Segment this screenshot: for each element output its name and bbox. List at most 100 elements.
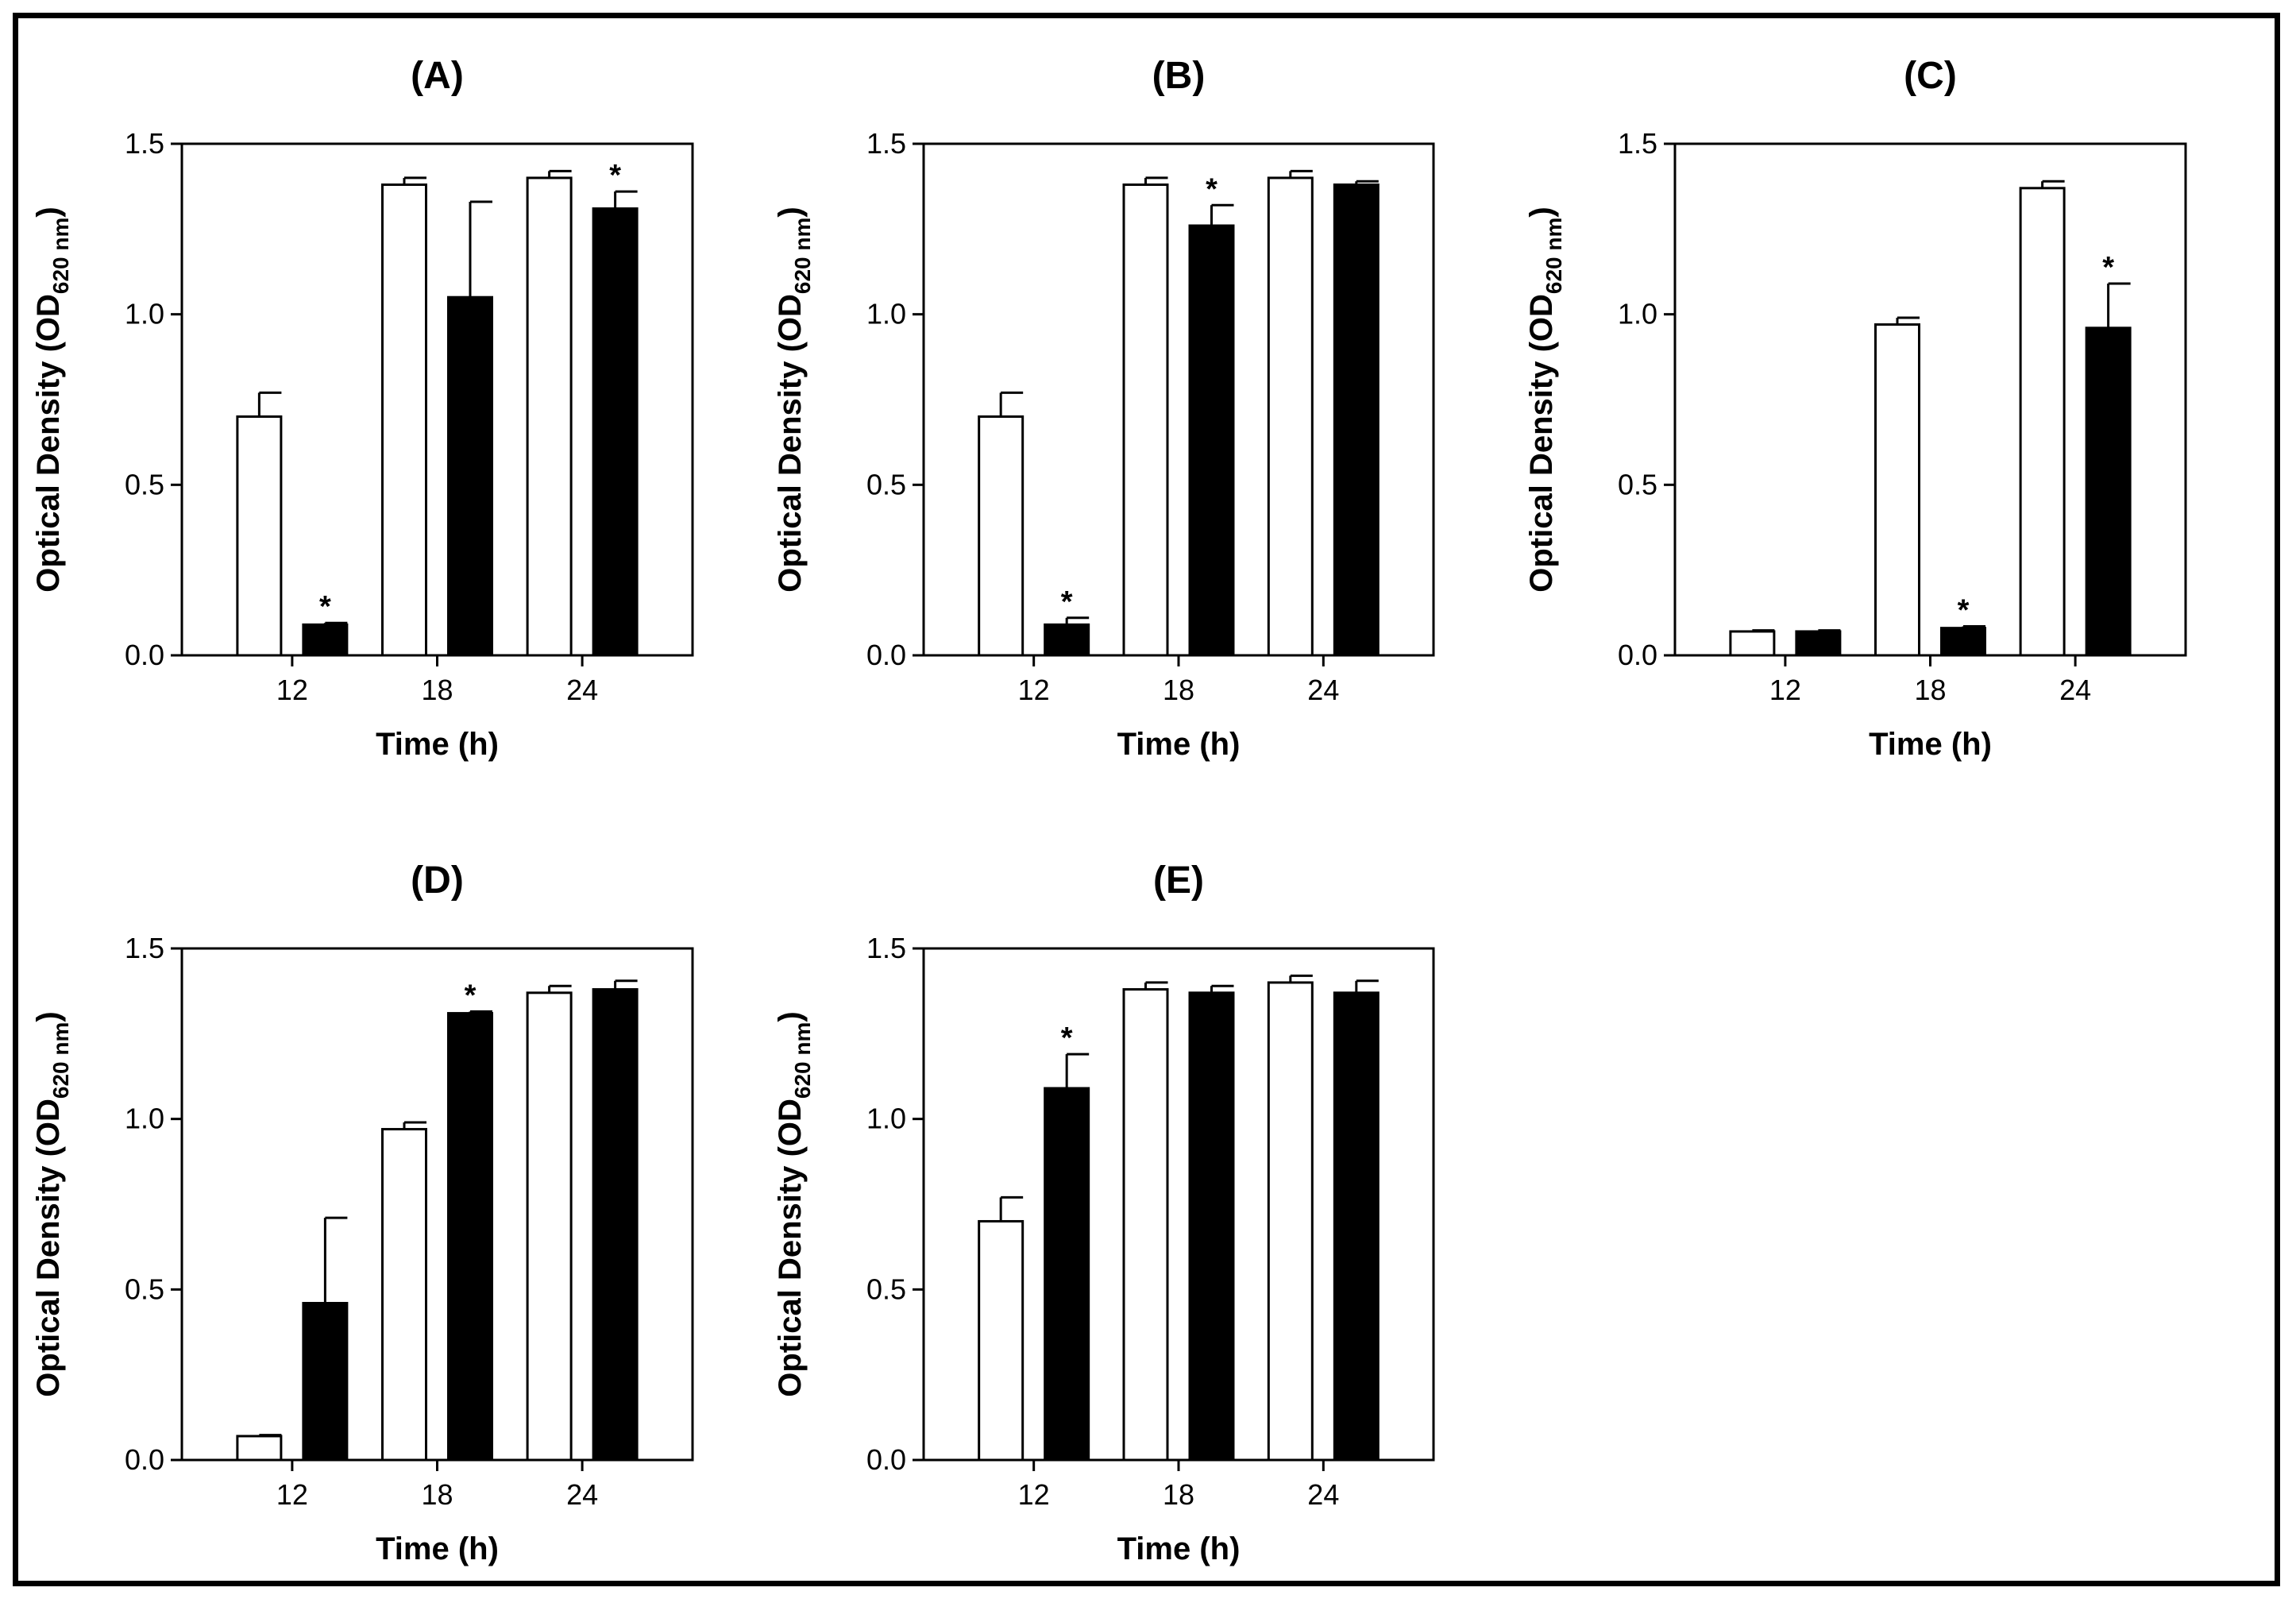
bar-filled (302, 1302, 349, 1462)
x-axis-label: Time (h) (376, 727, 499, 762)
y-tick-label: 0.5 (866, 1273, 906, 1305)
y-tick-label: 1.0 (125, 1103, 164, 1135)
y-axis-label: Optical Density (OD620 nm) (1524, 207, 1566, 592)
y-axis-label: Optical Density (OD620 nm) (31, 1011, 73, 1396)
bar-open (236, 1435, 283, 1462)
bar-open (1122, 183, 1169, 657)
bar-filled (1044, 1087, 1090, 1462)
x-tick-label: 12 (276, 1478, 308, 1511)
y-tick-label: 0.0 (866, 639, 906, 671)
x-tick-label: 18 (421, 1478, 453, 1511)
bar-open (236, 415, 283, 657)
chart-panel-4: (D) 0.0 0.5 1.0 1.5 12 18 * 24 Time (h) Optical De… (31, 859, 694, 1566)
y-tick-label: 1.0 (1618, 298, 1657, 330)
bar-open (1122, 988, 1169, 1462)
x-tick-label: 24 (566, 674, 598, 706)
bar-open (1729, 630, 1776, 657)
x-axis-label: Time (h) (376, 1531, 499, 1566)
y-axis-label-subscript: 620 nm (790, 218, 815, 295)
y-axis-label-close: ) (773, 1011, 808, 1022)
y-tick-label: 1.5 (125, 127, 164, 160)
x-tick-label: 12 (1018, 674, 1050, 706)
x-tick-label: 24 (1307, 674, 1339, 706)
y-tick-label: 0.0 (125, 1443, 164, 1476)
y-tick-label: 0.0 (1618, 639, 1657, 671)
x-tick-label: 18 (1163, 1478, 1194, 1511)
y-axis-label-subscript: 620 nm (48, 1022, 73, 1099)
bar-open (1874, 323, 1920, 657)
y-axis-label-subscript: 620 nm (790, 1022, 815, 1099)
y-tick-label: 0.0 (125, 639, 164, 671)
x-axis-label: Time (h) (1117, 1531, 1241, 1566)
y-axis-label-close: ) (773, 207, 808, 217)
x-tick-label: 12 (1018, 1478, 1050, 1511)
bar-filled (447, 295, 493, 657)
y-tick-label: 1.0 (866, 1103, 906, 1135)
bar-filled (2085, 326, 2132, 657)
y-axis-label: Optical Density (OD620 nm) (773, 207, 815, 592)
bar-filled (592, 207, 639, 657)
chart-title: (D) (411, 859, 464, 902)
y-tick-label: 1.5 (866, 932, 906, 964)
bar-filled (447, 1012, 493, 1462)
y-axis-label-subscript: 620 nm (1542, 218, 1566, 295)
bar-open (978, 415, 1025, 657)
bar-open (978, 1219, 1025, 1462)
bar-filled (1044, 623, 1090, 657)
y-axis-label-main: Optical Density (OD (773, 1099, 808, 1397)
bar-open (526, 176, 573, 657)
chart-panel-2: (B) 0.0 0.5 1.0 1.5 12 * 18 * 24 Time (h) Optical D… (773, 55, 1435, 762)
bar-open (1267, 176, 1314, 657)
y-axis-label-close: ) (31, 207, 66, 217)
bar-filled (1795, 630, 1842, 657)
y-tick-label: 1.0 (866, 298, 906, 330)
chart-title: (C) (1904, 55, 1957, 97)
chart-panel-5: (E) 0.0 0.5 1.0 1.5 12 * 18 24 Time (h) Optical De… (773, 859, 1435, 1566)
bar-open (381, 183, 427, 657)
bar-open (381, 1128, 427, 1462)
y-tick-label: 1.5 (866, 127, 906, 160)
chart-title: (A) (411, 55, 464, 97)
bar-filled (1333, 991, 1380, 1462)
chart-title: (B) (1152, 55, 1206, 97)
y-axis-label: Optical Density (OD620 nm) (31, 207, 73, 592)
bar-filled (1188, 991, 1235, 1462)
bar-open (1267, 981, 1314, 1462)
y-tick-label: 1.5 (1618, 127, 1657, 160)
significance-star: * (2102, 251, 2114, 284)
significance-star: * (465, 979, 477, 1012)
y-axis-label-subscript: 620 nm (48, 218, 73, 295)
y-tick-label: 0.5 (1618, 468, 1657, 500)
chart-panel-3: (C) 0.0 0.5 1.0 1.5 12 18 * 24 * Time (h) Optical D… (1524, 55, 2187, 762)
x-tick-label: 12 (276, 674, 308, 706)
y-axis-label-main: Optical Density (OD (31, 294, 66, 593)
significance-star: * (1958, 594, 1970, 628)
x-axis-label: Time (h) (1869, 727, 1992, 762)
bar-open (526, 991, 573, 1462)
significance-star: * (319, 590, 331, 624)
y-tick-label: 0.5 (866, 468, 906, 500)
y-axis-label-main: Optical Density (OD (773, 294, 808, 593)
x-tick-label: 24 (2059, 674, 2091, 706)
x-axis-label: Time (h) (1117, 727, 1241, 762)
y-axis-label-main: Optical Density (OD (31, 1099, 66, 1397)
significance-star: * (609, 159, 621, 192)
bar-filled (302, 623, 349, 657)
x-tick-label: 24 (1307, 1478, 1339, 1511)
y-tick-label: 1.0 (125, 298, 164, 330)
y-axis-label-main: Optical Density (OD (1524, 294, 1559, 593)
significance-star: * (1061, 585, 1073, 619)
x-tick-label: 12 (1769, 674, 1801, 706)
y-tick-label: 0.5 (125, 1273, 164, 1305)
bar-filled (1940, 627, 1986, 657)
bar-filled (1333, 183, 1380, 657)
bar-filled (1188, 224, 1235, 657)
chart-panel-1: (A) 0.0 0.5 1.0 1.5 12 * 18 24 * Time (h) Optical D… (31, 55, 694, 762)
y-tick-label: 0.0 (866, 1443, 906, 1476)
x-tick-label: 18 (1914, 674, 1946, 706)
significance-star: * (1206, 172, 1217, 206)
y-axis-label-close: ) (1524, 207, 1559, 217)
bar-filled (592, 988, 639, 1462)
x-tick-label: 18 (421, 674, 453, 706)
